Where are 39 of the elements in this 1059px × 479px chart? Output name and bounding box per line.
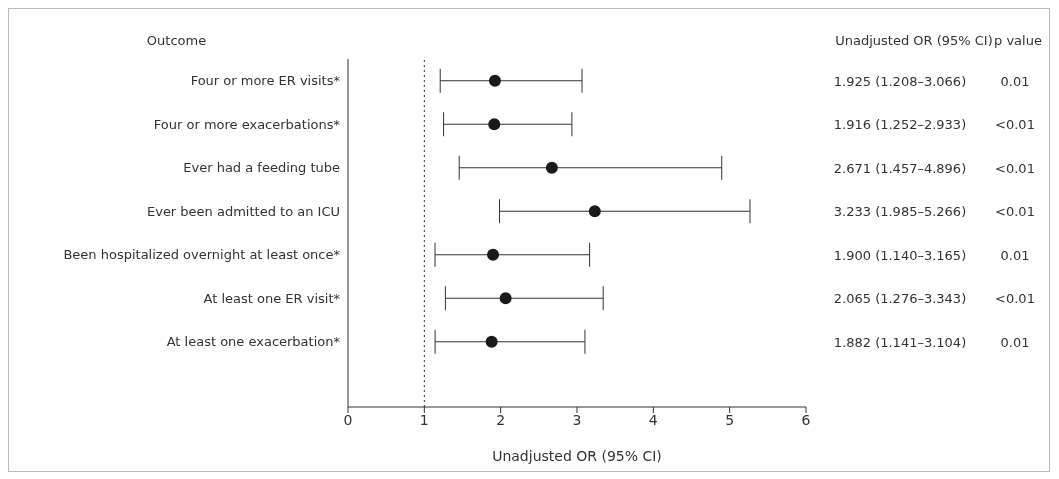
point [488,74,501,87]
data-label: 1.916 (1.252–2.933) [833,117,967,133]
data-label: 3.233 (1.985–5.266) [833,204,967,220]
text: <0.01 [995,204,1035,220]
y-tick-label: Been hospitalized overnight at least once* [63,247,341,263]
x-tick-label: 4 [648,411,658,428]
x-axis-title: Unadjusted OR (95% CI) [492,448,662,464]
text: Unadjusted OR (95% CI) [835,33,993,48]
text: 0.01 [1000,247,1030,263]
y-tick-label: Ever been admitted to an ICU [146,203,340,219]
point [545,161,558,174]
y-axis-title: Outcome [145,33,208,48]
y-tick-label: Four or more ER visits* [190,73,341,89]
point [588,205,601,218]
text: p value [994,33,1042,48]
data-label: 1.925 (1.208–3.066) [833,73,967,89]
x-tick-label: 0 [343,411,353,428]
x-tick-label: 6 [801,411,811,428]
text: 0.01 [1000,334,1030,350]
y-tick-label: Ever had a feeding tube [183,160,340,176]
text: <0.01 [995,160,1035,176]
y-tick-label: At least one exacerbation* [166,334,341,350]
data-label: 1.882 (1.141–3.104) [833,334,967,350]
x-tick-label: 1 [419,411,429,428]
point [487,248,500,261]
x-tick-label: 3 [572,411,582,428]
point [499,292,512,305]
data-label: 1.900 (1.140–3.165) [833,247,967,263]
point [485,335,498,348]
y-tick-label: Four or more exacerbations* [153,116,341,132]
text: <0.01 [995,117,1035,133]
data-label: 2.671 (1.457–4.896) [833,160,967,176]
y-tick-label: At least one ER visit* [203,290,341,306]
x-tick-label: 5 [725,411,735,428]
x-tick-label: 2 [496,411,506,428]
text: 0.01 [1000,73,1030,89]
text: <0.01 [995,291,1035,307]
point [488,118,501,131]
data-label: 2.065 (1.276–3.343) [833,291,967,307]
